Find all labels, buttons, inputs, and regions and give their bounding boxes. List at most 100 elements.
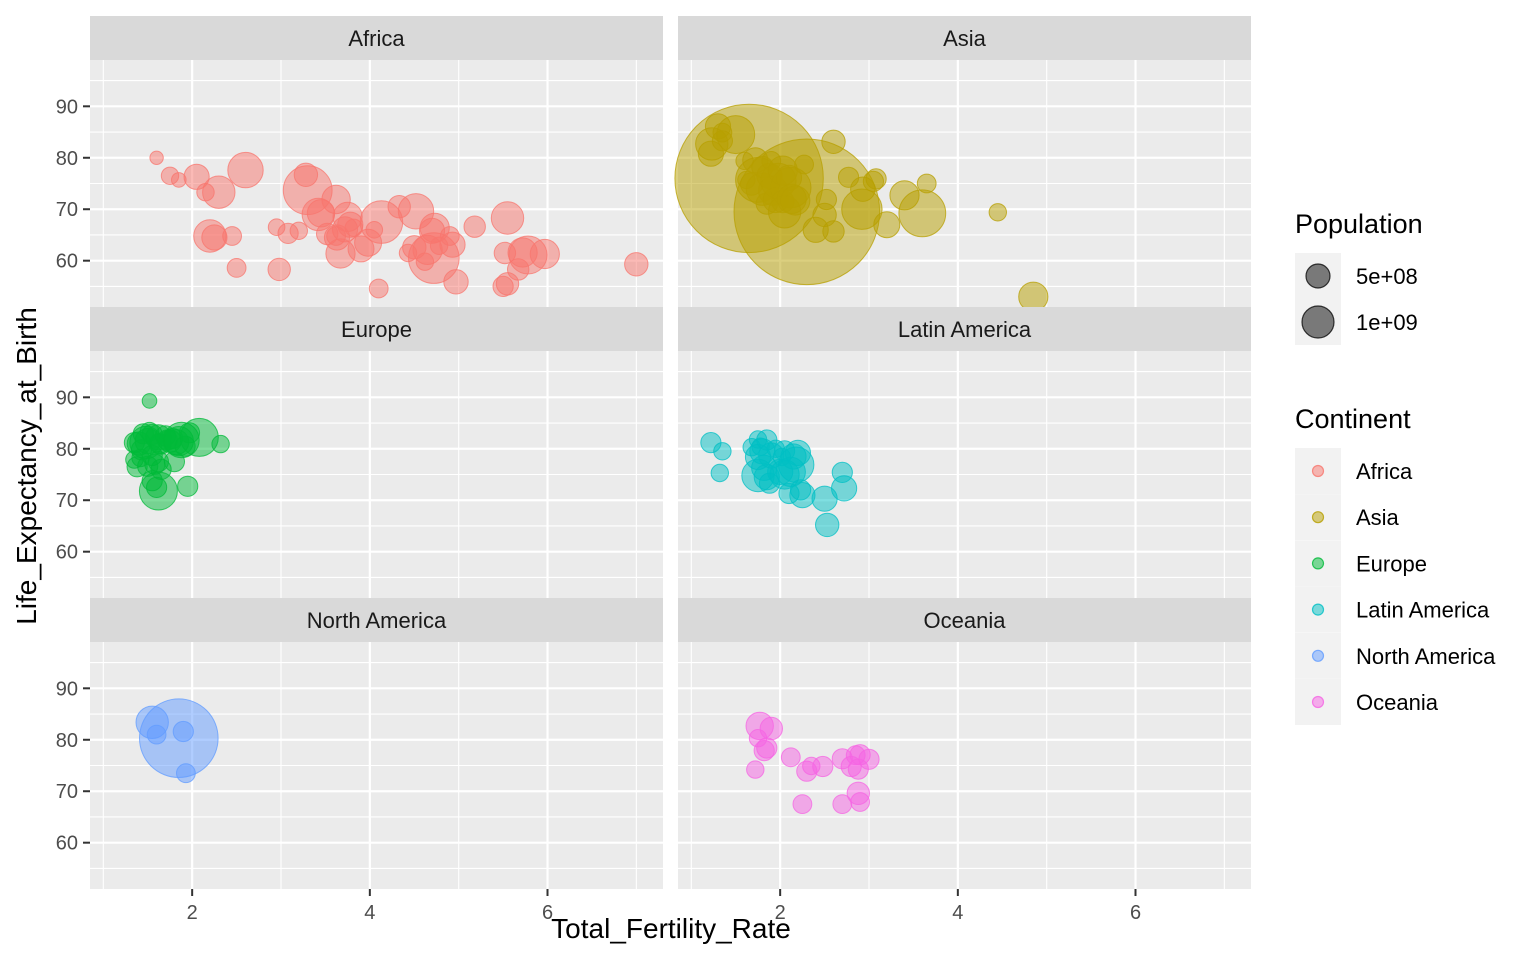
facet-panels: Africa Asia Europe Latin America North Ameri… xyxy=(90,16,1251,889)
gridlines xyxy=(678,351,1251,598)
strip-label: Latin America xyxy=(898,317,1032,342)
data-point xyxy=(756,737,778,759)
y-tick-label: 90 xyxy=(56,387,78,409)
points xyxy=(135,698,219,784)
points xyxy=(745,711,880,814)
data-point xyxy=(815,512,840,538)
y-tick-label: 60 xyxy=(56,251,78,273)
color-legend-swatch xyxy=(1311,464,1325,478)
size-legend: 5e+08 1e+09 xyxy=(1295,253,1418,345)
points xyxy=(149,150,649,299)
data-point xyxy=(177,475,199,497)
color-legend-label: Africa xyxy=(1356,459,1413,484)
y-tick-label: 80 xyxy=(56,148,78,170)
y-tick-label: 90 xyxy=(56,678,78,700)
y-tick-label: 60 xyxy=(56,542,78,564)
size-legend-swatch xyxy=(1305,263,1331,289)
data-point xyxy=(289,221,308,241)
data-point xyxy=(865,168,887,190)
strip-africa xyxy=(90,16,663,60)
size-legend-label: 1e+09 xyxy=(1356,310,1418,335)
color-legend-label: Oceania xyxy=(1356,690,1439,715)
strip-label: Europe xyxy=(341,317,412,342)
panel-north-america: North America xyxy=(90,598,663,889)
y-tick-label: 60 xyxy=(56,833,78,855)
x-tick-label: 2 xyxy=(775,902,786,924)
data-point xyxy=(780,747,801,768)
data-point xyxy=(368,278,389,299)
data-point xyxy=(710,463,729,483)
y-tick-label: 80 xyxy=(56,730,78,752)
data-point xyxy=(183,163,210,190)
color-legend-title: Continent xyxy=(1295,404,1411,434)
strip-oceania xyxy=(678,598,1251,642)
color-legend-swatch xyxy=(1311,649,1325,662)
color-legend-swatch xyxy=(1311,511,1325,524)
panel-oceania: Oceania xyxy=(678,598,1251,889)
gridlines xyxy=(90,351,663,598)
size-legend-swatch xyxy=(1301,305,1335,339)
data-point xyxy=(179,417,219,457)
color-legend-label: Europe xyxy=(1356,551,1427,576)
strip-latin-america xyxy=(678,307,1251,351)
data-point xyxy=(439,231,466,258)
data-point xyxy=(873,211,901,239)
data-point xyxy=(202,175,236,209)
data-point xyxy=(176,763,196,784)
x-axis-title: Total_Fertility_Rate xyxy=(551,913,791,944)
legend: Population 5e+08 1e+09 Continent Africa As… xyxy=(1295,209,1496,725)
data-point xyxy=(759,716,783,741)
data-point xyxy=(222,226,243,246)
y-tick-label: 70 xyxy=(56,490,78,512)
y-tick-label: 70 xyxy=(56,781,78,803)
panel-latin-america: Latin America xyxy=(678,307,1251,598)
data-point xyxy=(898,189,947,238)
data-point xyxy=(822,220,845,243)
y-tick-label: 70 xyxy=(56,199,78,221)
data-point xyxy=(211,434,230,454)
axes: 60 70 80 90 60 70 80 90 60 70 80 90 2 4 6 2 4 6 xyxy=(56,96,1141,924)
strip-label: Oceania xyxy=(924,608,1007,633)
data-point xyxy=(149,150,164,166)
strip-asia xyxy=(678,16,1251,60)
data-point xyxy=(988,203,1007,222)
data-point xyxy=(713,442,732,461)
gridlines xyxy=(90,60,663,307)
data-point xyxy=(858,748,880,770)
points xyxy=(123,393,230,511)
data-point xyxy=(490,201,525,235)
x-tick-label: 4 xyxy=(952,902,963,924)
data-point xyxy=(789,482,816,509)
data-point xyxy=(916,173,937,194)
data-point xyxy=(1018,281,1049,312)
data-point xyxy=(792,794,813,814)
data-point xyxy=(812,755,834,778)
size-legend-label: 5e+08 xyxy=(1356,264,1418,289)
x-tick-label: 4 xyxy=(364,902,375,924)
x-tick-label: 6 xyxy=(1130,902,1141,924)
data-point xyxy=(784,439,812,466)
data-point xyxy=(227,151,264,189)
data-point xyxy=(267,257,291,282)
data-point xyxy=(746,760,765,779)
color-legend-swatch xyxy=(1311,603,1325,616)
panel-europe: Europe xyxy=(90,307,663,598)
panel-asia: Asia xyxy=(674,16,1251,312)
data-point xyxy=(463,215,486,238)
data-point xyxy=(226,258,247,278)
data-point xyxy=(624,252,649,277)
size-legend-title: Population xyxy=(1295,209,1423,239)
strip-label: Africa xyxy=(348,26,405,51)
points xyxy=(674,103,1049,312)
points xyxy=(700,429,858,538)
y-tick-label: 90 xyxy=(56,96,78,118)
y-axis-title: Life_Expectancy_at_Birth xyxy=(11,307,42,625)
data-point xyxy=(141,393,158,409)
strip-north-america xyxy=(90,598,663,642)
color-legend-swatch xyxy=(1311,695,1325,709)
data-point xyxy=(172,720,194,743)
strip-europe xyxy=(90,307,663,351)
color-legend-label: Asia xyxy=(1356,505,1400,530)
color-legend-label: Latin America xyxy=(1356,598,1490,623)
x-tick-label: 2 xyxy=(187,902,198,924)
